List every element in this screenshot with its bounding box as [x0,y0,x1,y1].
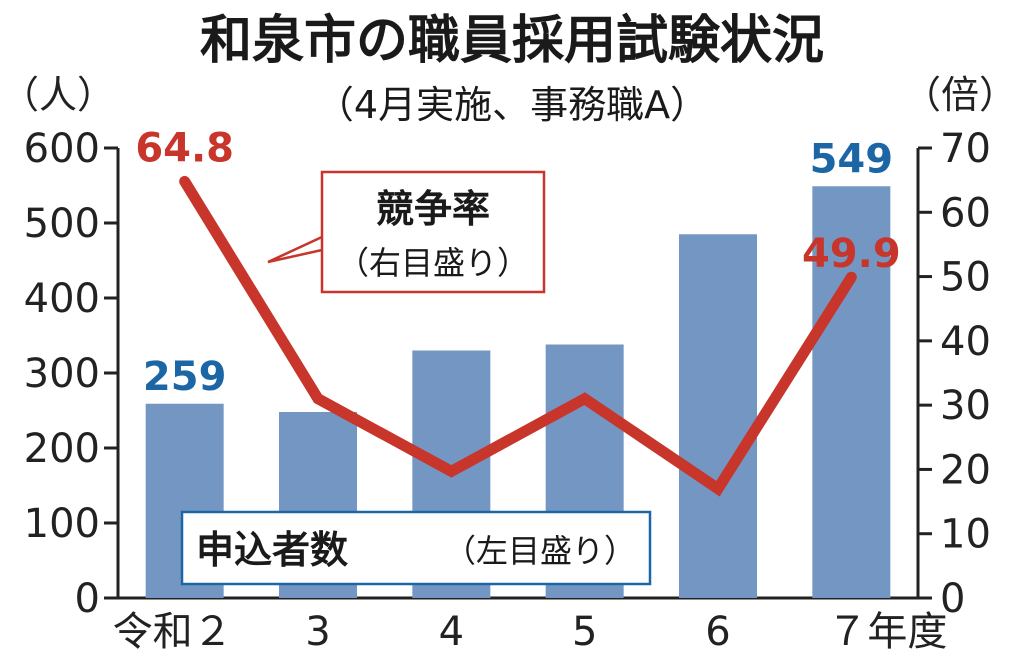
left-axis-ticks: 600 500 400 300 200 100 0 [24,126,118,622]
left-tick-label: 0 [75,576,100,622]
right-tick-label: 70 [940,126,991,172]
line-series [179,175,857,497]
chart-title: 和泉市の職員採用試験状況 [200,11,824,71]
chart-subtitle: （4月実施、事務職A） [316,83,708,127]
left-tick-label: 500 [24,201,100,247]
bar-data-label: 549 [810,136,894,182]
category-label: 6 [705,609,730,655]
legend-bar-name: 申込者数 [196,528,348,572]
bar-data-label: 259 [143,354,227,400]
bar [679,234,757,598]
left-tick-label: 600 [24,126,100,172]
right-tick-label: 50 [940,255,991,301]
right-axis-ticks: 70 60 50 40 30 20 10 0 [918,126,991,622]
left-tick-label: 400 [24,276,100,322]
right-axis-unit: （倍） [903,73,1017,117]
right-tick-label: 20 [940,447,991,493]
bar [812,186,891,598]
left-tick-label: 200 [24,426,100,472]
legend-line-pointer [267,235,323,264]
category-label: 3 [305,609,330,655]
right-tick-label: 60 [940,190,991,236]
category-label: 令和２ [113,609,233,655]
legend-line-name: 競争率 [376,187,490,231]
line-data-label: 49.9 [802,231,901,277]
legend-line-box [320,170,546,294]
line-path [179,175,857,497]
left-axis-unit: （人） [1,73,115,117]
data-labels: 259 549 64.8 49.9 [135,125,900,399]
category-label: 5 [572,609,597,655]
right-tick-label: 10 [940,512,991,558]
legend-bar-note: （左目盛り） [444,532,636,570]
legend-bar-series: 申込者数 （左目盛り） [180,510,652,586]
category-label: 4 [439,609,464,655]
right-tick-label: 40 [940,319,991,365]
category-labels: 令和２ 3 4 5 6 ７年度 [113,609,948,655]
left-tick-label: 100 [24,501,100,547]
right-tick-label: 0 [940,576,965,622]
legend-line-series: 競争率 （右目盛り） [267,170,546,294]
category-label: ７年度 [827,609,947,655]
legend-line-note: （右目盛り） [337,244,529,282]
right-tick-label: 30 [940,383,991,429]
left-tick-label: 300 [24,351,100,397]
line-data-label: 64.8 [135,125,234,171]
legend-bar-box [180,510,652,586]
